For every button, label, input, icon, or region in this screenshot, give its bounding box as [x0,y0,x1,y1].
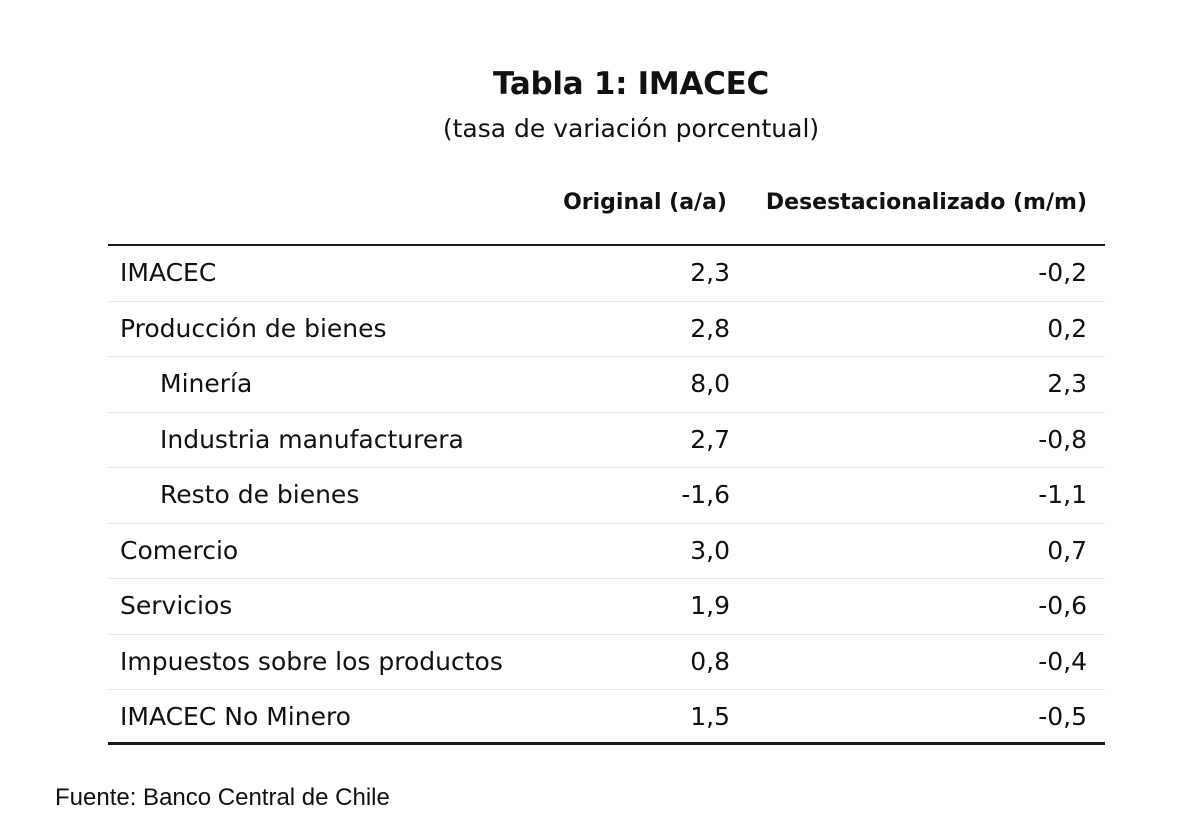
table-row: Servicios 1,9 -0,6 [108,579,1105,635]
original-value: 2,7 [690,424,730,454]
desestacionalizado-value: -0,5 [1038,702,1087,731]
table-row: Resto de bienes -1,6 -1,1 [108,468,1105,524]
original-value: -1,6 [681,480,730,509]
table-row: Producción de bienes 2,8 0,2 [108,302,1105,357]
desestacionalizado-value: -0,6 [1038,591,1087,620]
row-label: Industria manufacturera [160,424,464,454]
original-value: 0,8 [690,646,730,676]
original-value: 3,0 [690,535,730,565]
desestacionalizado-value: -0,8 [1038,424,1087,454]
original-value: 2,8 [690,313,730,343]
table-row: IMACEC 2,3 -0,2 [108,246,1105,302]
row-label: Minería [160,369,253,398]
desestacionalizado-value: 0,2 [1047,313,1087,343]
table-body: IMACEC 2,3 -0,2 Producción de bienes 2,8… [108,246,1105,745]
row-label: IMACEC [120,258,217,287]
original-value: 8,0 [690,369,730,398]
desestacionalizado-value: 2,3 [1047,369,1087,398]
table-bottom-rule [108,742,1105,745]
table-row: Minería 8,0 2,3 [108,357,1105,413]
row-label: IMACEC No Minero [120,702,351,731]
row-label: Comercio [120,535,239,565]
desestacionalizado-value: -0,2 [1038,258,1087,287]
original-value: 1,5 [690,702,730,731]
table-subtitle: (tasa de variación porcentual) [442,114,820,143]
original-value: 2,3 [690,258,730,287]
original-value: 1,9 [690,591,730,620]
table-row: IMACEC No Minero 1,5 -0,5 [108,690,1105,745]
source-note: Fuente: Banco Central de Chile [55,784,390,811]
table-row: Industria manufacturera 2,7 -0,8 [108,413,1105,468]
desestacionalizado-value: -0,4 [1038,646,1087,676]
row-label: Impuestos sobre los productos [120,646,503,676]
table-header: Original (a/a) Desestacionalizado (m/m) [108,190,1105,222]
table-row: Impuestos sobre los productos 0,8 -0,4 [108,635,1105,690]
desestacionalizado-value: -1,1 [1038,480,1087,509]
row-label: Resto de bienes [160,480,360,509]
row-label: Producción de bienes [120,313,387,343]
table-title: Tabla 1: IMACEC [493,66,769,102]
table-top-rule [108,244,1105,246]
column-header-original: Original (a/a) [563,190,727,215]
desestacionalizado-value: 0,7 [1047,535,1087,565]
table-row: Comercio 3,0 0,7 [108,524,1105,579]
column-header-desestacionalizado: Desestacionalizado (m/m) [765,190,1087,215]
row-label: Servicios [120,591,233,620]
